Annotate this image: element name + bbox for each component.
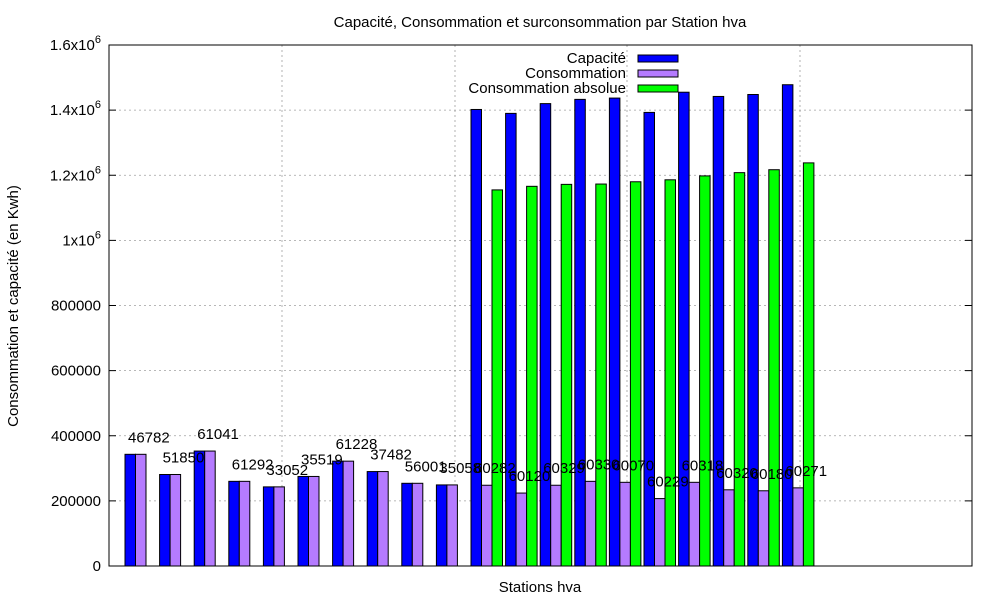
y-ticks: 0 200000 400000 600000 800000 1x106 1.2x106 1.4… — [50, 34, 972, 575]
bar-capacite — [539, 103, 552, 567]
y-tick-exponent: 6 — [95, 99, 101, 111]
bar-consommation-absolue — [595, 183, 607, 567]
legend-label: Consommation absolue — [468, 80, 626, 97]
bar-consommation-absolue — [629, 181, 642, 567]
x-axis-label: Stations hva — [499, 579, 582, 596]
bar-consommation — [654, 498, 666, 567]
bar-consommation — [169, 473, 182, 567]
bar-consommation-absolue — [733, 172, 746, 567]
bar-capacite — [608, 97, 621, 567]
bar-consommation — [550, 484, 562, 567]
bar-consommation — [446, 484, 458, 567]
category-label: 60320 — [716, 465, 758, 482]
category-label: 60282 — [474, 460, 516, 477]
category-label: 33052 — [266, 462, 308, 479]
bar-consommation — [723, 489, 735, 567]
bar-consommation — [584, 480, 597, 567]
chart-title: Capacité, Consommation et surconsommatio… — [334, 14, 747, 31]
bar-consommation — [515, 492, 528, 567]
y-tick-label: 800000 — [51, 298, 101, 315]
bar-capacite — [747, 93, 759, 567]
y-tick-label: 1x106 — [62, 229, 101, 249]
bar-consommation — [238, 480, 251, 567]
y-tick-label: 1.6x106 — [50, 34, 101, 54]
bar-consommation — [757, 490, 770, 567]
bar-capacite — [678, 91, 690, 567]
y-tick-exponent: 6 — [95, 164, 101, 176]
bar-capacite — [643, 111, 655, 567]
legend-swatch — [637, 54, 679, 63]
bar-consommation — [204, 450, 216, 567]
bar-capacite — [124, 453, 136, 567]
bar-capacite — [193, 450, 206, 567]
bar-consommation-absolue — [491, 189, 503, 567]
bar-consommation — [411, 482, 424, 567]
bar-consommation — [619, 481, 631, 567]
bar-capacite — [435, 484, 448, 567]
bar-capacite — [712, 95, 725, 567]
bar-capacite — [262, 486, 275, 567]
bar-capacite — [297, 475, 309, 567]
bar-capacite — [574, 98, 586, 567]
y-tick-label: 600000 — [51, 363, 101, 380]
bar-consommation-absolue — [699, 175, 711, 567]
y-tick-label: 1.4x106 — [50, 99, 101, 119]
bar-consommation — [308, 475, 320, 567]
bar-consommation-absolue — [802, 162, 815, 567]
category-label: 35519 — [301, 451, 343, 468]
y-tick-exponent: 6 — [95, 229, 101, 241]
category-label: 61041 — [197, 426, 239, 443]
data-labels: 46782 51850 61041 6129233052355196122837482… — [128, 426, 827, 491]
bar-consommation-absolue — [664, 179, 676, 567]
category-label: 35058 — [439, 460, 481, 477]
category-label: 60329 — [543, 460, 585, 477]
bar-consommation — [377, 471, 389, 567]
bar-consommation-absolue — [526, 185, 538, 567]
category-label: 61228 — [336, 436, 378, 453]
bar-capacite — [228, 480, 240, 567]
category-label: 51850 — [163, 449, 205, 466]
bar-consommation — [688, 481, 701, 567]
legend-label: Capacité — [567, 50, 626, 67]
bar-consommation — [792, 487, 804, 567]
y-tick-label: 200000 — [51, 493, 101, 510]
category-label: 60070 — [612, 457, 654, 474]
category-label: 56001 — [405, 458, 447, 475]
y-tick-label: 400000 — [51, 428, 101, 445]
category-label: 60271 — [785, 463, 827, 480]
bar-consommation — [273, 486, 285, 567]
category-label: 46782 — [128, 429, 170, 446]
bar-consommation — [481, 484, 493, 567]
bars — [124, 84, 815, 567]
legend-swatch — [637, 84, 679, 93]
bar-consommation — [342, 460, 355, 567]
y-axis-label: Consommation et capacité (en Kwh) — [5, 185, 22, 427]
y-tick-label: 0 — [93, 558, 101, 575]
category-label: 60318 — [682, 457, 724, 474]
bar-consommation-absolue — [768, 169, 780, 567]
y-tick-label: 1.2x106 — [50, 164, 101, 184]
bar-capacite — [366, 471, 379, 567]
bar-capacite — [401, 482, 413, 567]
bar-capacite — [159, 473, 171, 567]
category-label: 61292 — [232, 456, 274, 473]
bar-consommation — [135, 453, 147, 567]
category-label: 60229 — [647, 474, 689, 491]
category-label: 60330 — [578, 456, 620, 473]
legend-swatch — [637, 69, 679, 78]
bar-capacite — [505, 112, 517, 567]
y-tick-exponent: 6 — [95, 34, 101, 46]
bar-consommation-absolue — [560, 183, 573, 567]
legend-label: Consommation — [525, 65, 626, 82]
category-label: 37482 — [370, 447, 412, 464]
category-label: 60180 — [751, 466, 793, 483]
bar-capacite — [332, 460, 344, 567]
bar-capacite — [781, 84, 794, 567]
category-label: 60120 — [509, 468, 551, 485]
bar-capacite — [470, 108, 482, 567]
